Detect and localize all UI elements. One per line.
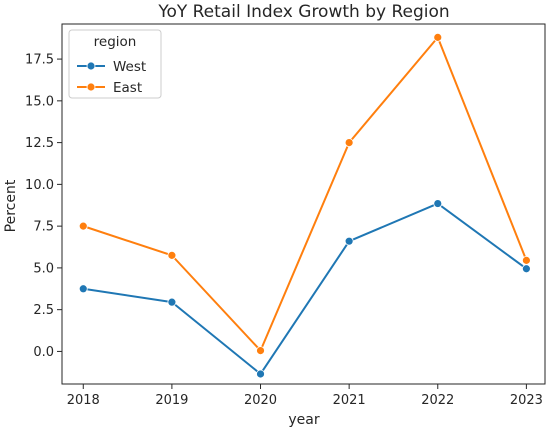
y-axis-label: Percent	[3, 179, 19, 232]
legend: region West East	[68, 29, 162, 99]
legend-marker-west	[86, 61, 96, 71]
axes: 2018 2019 2020 2021 2022 2023 0.0 2.5 5.0 7.5 10.0…	[25, 23, 546, 408]
series-line-east	[82, 36, 528, 352]
data-point-east-2023	[521, 255, 531, 265]
plot-area	[78, 32, 531, 379]
x-axis-label: year	[288, 412, 319, 428]
y-tick-label-7.5: 7.5	[33, 220, 54, 235]
data-point-east-2021	[344, 138, 354, 148]
data-point-west-2018	[78, 284, 88, 294]
x-tick-label-2021: 2021	[333, 393, 366, 408]
chart-title: YoY Retail Index Growth by Region	[157, 2, 449, 22]
data-point-west-2021	[344, 236, 354, 246]
y-tick-label-17.5: 17.5	[25, 53, 54, 68]
legend-title: region	[94, 34, 137, 50]
y-tick-label-10.0: 10.0	[25, 178, 54, 193]
data-point-east-2018	[78, 221, 88, 231]
data-point-east-2022	[433, 32, 443, 42]
y-tick-label-0.0: 0.0	[33, 345, 54, 360]
x-tick-label-2019: 2019	[155, 393, 188, 408]
data-point-west-2020	[256, 369, 265, 379]
y-tick-label-5.0: 5.0	[33, 261, 54, 276]
plot-frame	[61, 23, 546, 385]
y-tick-label-15.0: 15.0	[25, 94, 54, 109]
data-point-west-2022	[433, 199, 443, 208]
data-point-west-2019	[167, 297, 177, 307]
y-tick-label-12.5: 12.5	[25, 136, 54, 151]
series-line-west	[83, 202, 527, 375]
x-tick-label-2022: 2022	[421, 393, 454, 408]
x-tick-label-2020: 2020	[244, 393, 277, 408]
x-tick-label-2023: 2023	[510, 393, 543, 408]
y-tick-label-2.5: 2.5	[33, 303, 54, 318]
data-point-east-2020	[256, 346, 265, 355]
legend-marker-east	[86, 82, 96, 92]
data-point-east-2019	[167, 250, 177, 260]
legend-label-west: West	[113, 59, 146, 75]
legend-label-east: East	[113, 80, 142, 96]
x-tick-label-2018: 2018	[67, 393, 100, 408]
data-point-west-2023	[521, 264, 531, 274]
legend-box	[68, 29, 162, 99]
